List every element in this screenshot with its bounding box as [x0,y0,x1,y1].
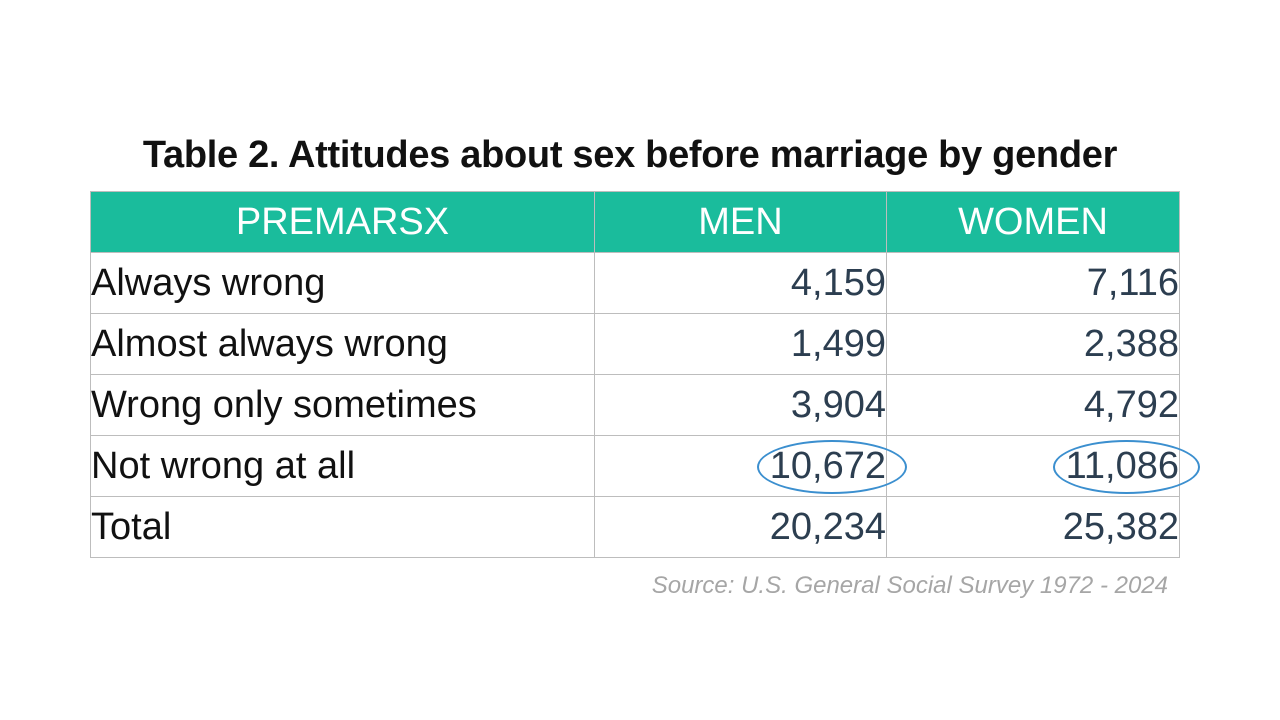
row-label: Wrong only sometimes [90,374,595,436]
table-row: Always wrong 4,159 7,116 [90,252,1180,314]
table-row: Not wrong at all 10,672 11,086 [90,435,1200,497]
column-header-men: MEN [594,191,887,253]
men-value-highlighted: 10,672 [594,435,907,497]
row-label: Always wrong [90,252,595,314]
column-header-women: WOMEN [886,191,1180,253]
total-row: Total 20,234 25,382 [90,496,1180,558]
row-label: Not wrong at all [90,435,595,497]
table-row: Almost always wrong 1,499 2,388 [90,313,1180,375]
highlight-wrap: 11,086 [1052,439,1200,494]
women-value: 2,388 [886,313,1180,375]
source-note: Source: U.S. General Social Survey 1972 … [651,572,1168,599]
men-value: 3,904 [594,374,887,436]
highlight-ellipse [756,439,907,494]
header-row: PREMARSX MEN WOMEN [90,191,1180,253]
table-title: Table 2. Attitudes about sex before marr… [142,134,1118,176]
table-row: Wrong only sometimes 3,904 4,792 [90,374,1180,436]
attitudes-table: PREMARSX MEN WOMEN Always wrong 4,159 7,… [90,191,1200,558]
highlight-wrap: 10,672 [756,439,907,494]
row-label: Total [90,496,595,558]
men-value: 20,234 [594,496,887,558]
row-label: Almost always wrong [90,313,595,375]
women-value: 25,382 [886,496,1180,558]
column-header-premarsx: PREMARSX [90,191,595,253]
women-value: 4,792 [886,374,1180,436]
men-value: 1,499 [594,313,887,375]
women-value: 7,116 [886,252,1180,314]
women-value-highlighted: 11,086 [886,435,1200,497]
men-value: 4,159 [594,252,887,314]
highlight-ellipse [1052,439,1200,494]
